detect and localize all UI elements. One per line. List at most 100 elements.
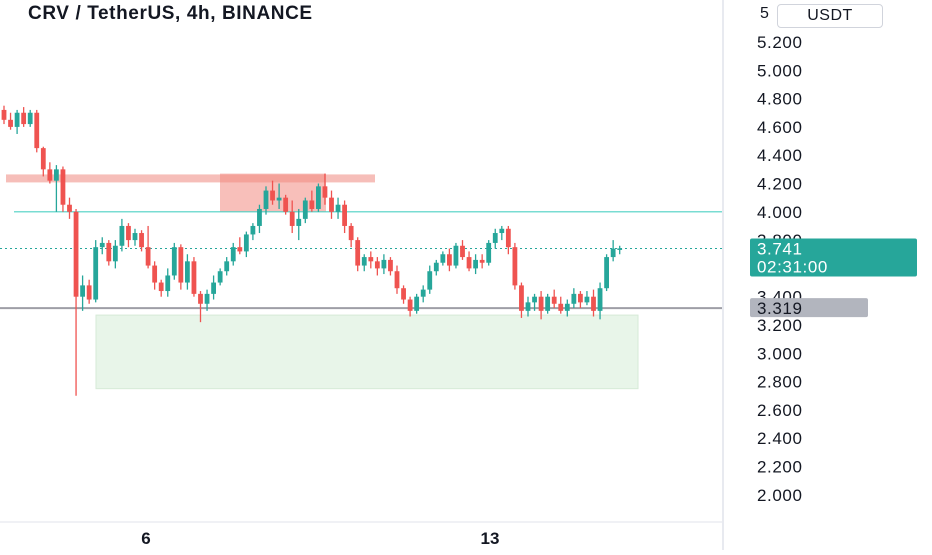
candle-body	[512, 247, 518, 286]
candle	[185, 254, 190, 290]
y-tick-label: 4.200	[757, 175, 803, 194]
candle	[257, 204, 262, 234]
candle	[335, 197, 341, 219]
candle-body	[158, 282, 164, 292]
y-tick-label: 2.800	[757, 373, 803, 392]
candle-body	[591, 296, 596, 311]
candle	[283, 194, 289, 215]
candle-body	[302, 200, 308, 219]
candle	[499, 225, 505, 241]
candle	[440, 251, 446, 266]
candle-body	[617, 248, 623, 250]
candle-body	[21, 112, 27, 125]
candle-body	[316, 186, 321, 209]
candle-body	[342, 204, 347, 226]
currency-selector[interactable]: USDT	[777, 4, 883, 28]
candle	[479, 254, 485, 269]
candle	[126, 223, 131, 248]
candle-body	[145, 247, 151, 266]
candle-body	[348, 225, 354, 241]
candle	[80, 275, 85, 311]
candle	[152, 261, 158, 290]
candle	[538, 291, 544, 320]
candle	[532, 293, 537, 311]
candle-body	[178, 247, 184, 283]
candle	[420, 285, 426, 303]
candle	[460, 240, 465, 260]
candle-body	[322, 186, 328, 198]
candle	[597, 282, 603, 320]
candle-body	[538, 296, 544, 311]
candle-body	[237, 247, 243, 252]
candle	[40, 146, 46, 177]
candle-body	[578, 293, 583, 303]
y-tick-label: 4.000	[757, 203, 803, 222]
candle-body	[584, 296, 590, 303]
candle-body	[388, 259, 393, 272]
candle-body	[532, 296, 537, 303]
candle	[237, 237, 243, 255]
candle	[289, 200, 295, 234]
y-tick-label: 4.400	[757, 146, 803, 165]
candle-body	[551, 296, 557, 304]
candle-body	[1, 109, 7, 120]
candle-body	[519, 285, 524, 311]
candle	[250, 223, 256, 241]
demand-zone	[95, 314, 639, 390]
resistance-zone	[6, 174, 375, 183]
candle	[505, 225, 511, 255]
candle-body	[545, 296, 551, 311]
level-price-label: 3.319	[757, 299, 803, 318]
candle-body	[257, 208, 262, 226]
candle-body	[355, 240, 361, 266]
candle	[466, 251, 472, 272]
candle	[584, 291, 590, 306]
candle-body	[126, 225, 131, 241]
candle	[604, 254, 609, 292]
candle-body	[401, 288, 406, 300]
candle	[158, 279, 164, 297]
candle-body	[414, 296, 420, 311]
level-price-label-bg	[750, 298, 868, 318]
candle-body	[374, 261, 380, 269]
candle-body	[433, 262, 439, 272]
candle	[165, 268, 171, 297]
candle-body	[93, 247, 99, 300]
candle	[394, 265, 400, 294]
candle	[388, 257, 393, 276]
candle	[453, 242, 459, 269]
candle-body	[604, 257, 609, 289]
candle-body	[8, 119, 13, 127]
candle-body	[335, 204, 341, 212]
candle-body	[40, 148, 46, 170]
candle	[361, 254, 367, 272]
candle-body	[276, 197, 282, 201]
candle	[368, 251, 374, 269]
candle	[243, 231, 249, 258]
candle	[447, 248, 452, 272]
candle	[34, 109, 40, 153]
candle	[171, 242, 177, 280]
candle	[551, 289, 557, 309]
candle-body	[185, 261, 190, 283]
candle-body	[499, 228, 505, 234]
candle-body	[132, 233, 138, 241]
candle	[617, 245, 623, 255]
candle	[178, 244, 184, 290]
candle	[106, 240, 112, 266]
candle	[60, 166, 66, 212]
candle-body	[309, 200, 315, 209]
candle	[67, 197, 72, 219]
candle	[610, 240, 616, 262]
candle-body	[420, 289, 426, 297]
y-tick-label: 2.600	[757, 401, 803, 420]
candle	[93, 240, 99, 303]
candle	[316, 183, 321, 212]
candle	[433, 259, 439, 276]
candle	[276, 183, 282, 209]
x-tick-label: 6	[141, 529, 150, 548]
candle	[230, 242, 236, 266]
candle-body	[447, 254, 452, 266]
